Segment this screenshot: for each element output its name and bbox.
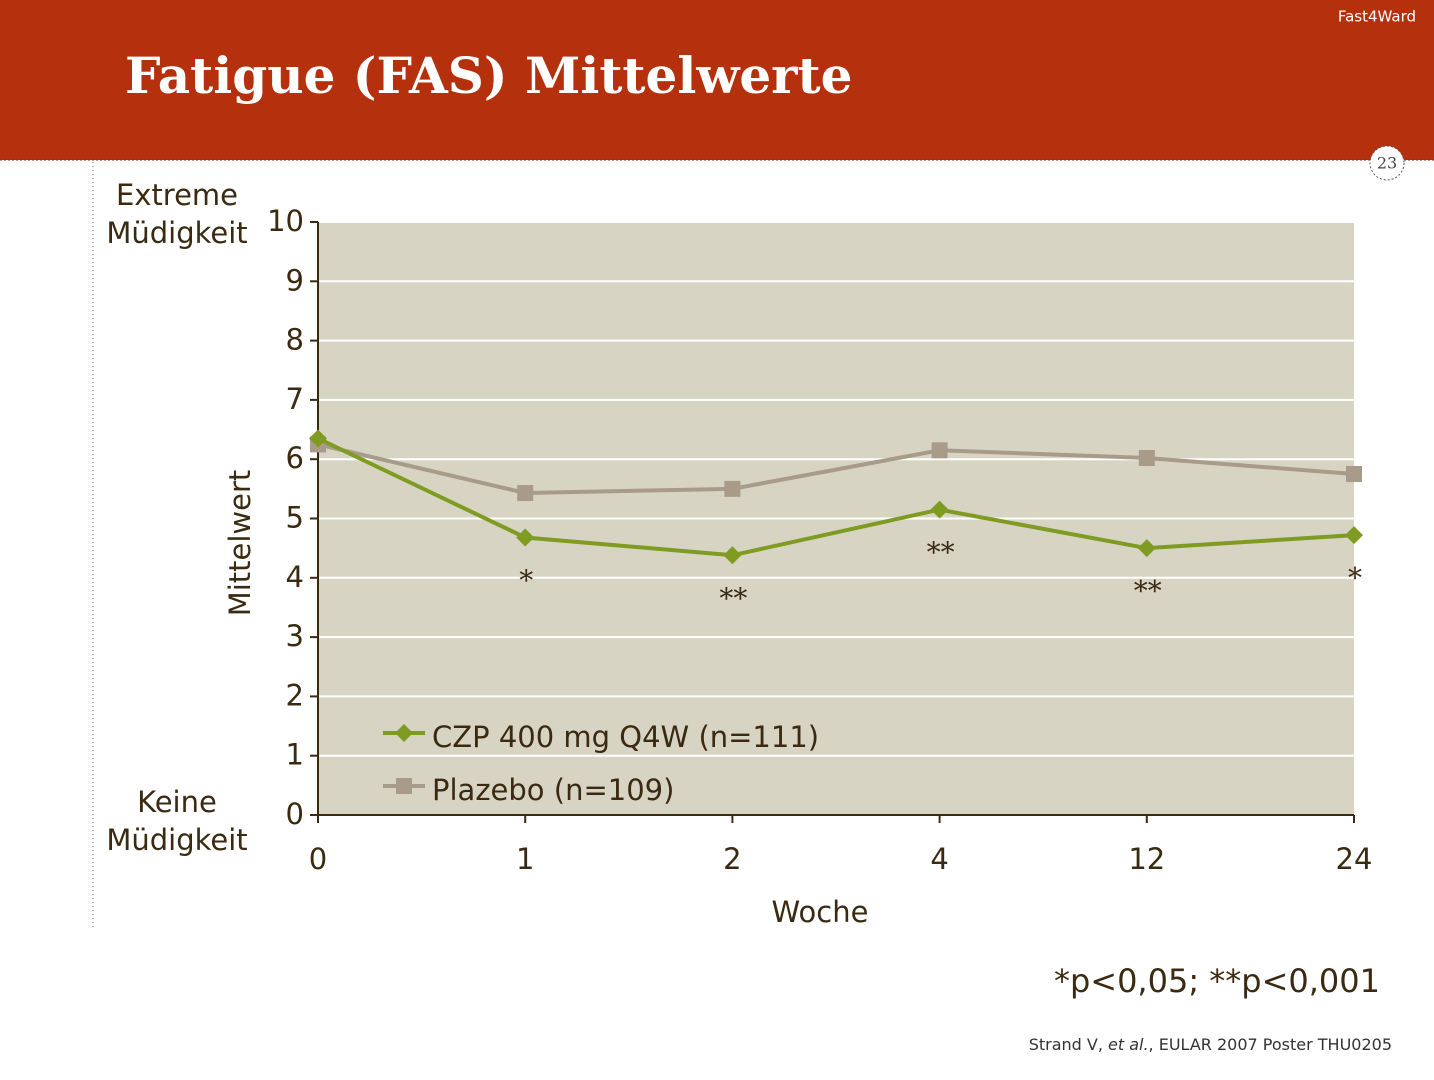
significance-mark: * (519, 564, 533, 597)
legend-label: Plazebo (n=109) (432, 773, 674, 807)
page-number: 23 (1377, 154, 1397, 173)
y-scale-anchor-top: Müdigkeit (106, 216, 247, 250)
marker (724, 480, 741, 497)
y-scale-anchor-top: Extreme (116, 178, 238, 212)
y-tick-label: 6 (286, 441, 304, 475)
marker (395, 724, 413, 742)
y-tick-label: 9 (286, 263, 304, 297)
y-axis-title: Mittelwert (223, 470, 257, 617)
header-band (0, 0, 1434, 160)
marker (1138, 450, 1155, 467)
significance-mark: ** (719, 582, 747, 615)
source-etal: et al. (1108, 1035, 1149, 1054)
y-tick-label: 0 (286, 797, 304, 831)
significance-mark: ** (1134, 575, 1162, 608)
brand: Fast4Ward (1338, 8, 1416, 26)
series (310, 436, 1362, 502)
marker (723, 546, 742, 565)
slide-title: Fatigue (FAS) Mittelwerte (125, 46, 852, 105)
source-authors: Strand V, (1029, 1035, 1108, 1054)
y-scale-anchor-bottom: Keine (137, 785, 217, 819)
y-tick-label: 5 (286, 501, 304, 535)
x-axis-title: Woche (772, 895, 869, 929)
x-tick-label: 1 (516, 842, 534, 876)
legend-label: CZP 400 mg Q4W (n=111) (432, 720, 819, 754)
series-line (317, 436, 1355, 558)
source: Strand V, et al., EULAR 2007 Poster THU0… (1029, 1035, 1392, 1054)
significance-mark: ** (927, 536, 955, 569)
x-tick-label: 0 (309, 842, 327, 876)
marker (516, 528, 535, 547)
page-badge (1369, 145, 1405, 181)
y-tick-label: 3 (286, 619, 304, 653)
marker (931, 442, 948, 459)
x-tick-label: 4 (930, 842, 948, 876)
significance-mark: * (1348, 562, 1362, 595)
y-tick-label: 8 (286, 323, 304, 357)
marker (309, 429, 327, 448)
marker (930, 500, 949, 519)
series-line (317, 442, 1355, 496)
x-tick-label: 24 (1336, 842, 1373, 876)
y-tick-label: 10 (267, 204, 304, 238)
marker (396, 778, 412, 794)
source-rest: , EULAR 2007 Poster THU0205 (1149, 1035, 1392, 1054)
y-tick-label: 2 (286, 678, 304, 712)
y-tick-label: 7 (286, 382, 304, 416)
marker (1345, 526, 1363, 545)
y-tick-label: 4 (286, 560, 304, 594)
x-tick-label: 12 (1128, 842, 1165, 876)
series (309, 429, 1363, 565)
y-tick-label: 1 (286, 738, 304, 772)
y-scale-anchor-bottom: Müdigkeit (106, 823, 247, 857)
marker (1137, 539, 1156, 558)
marker (517, 485, 534, 502)
x-tick-label: 2 (723, 842, 741, 876)
footnote: *p<0,05; **p<0,001 (1054, 962, 1380, 1000)
marker (1346, 466, 1362, 483)
